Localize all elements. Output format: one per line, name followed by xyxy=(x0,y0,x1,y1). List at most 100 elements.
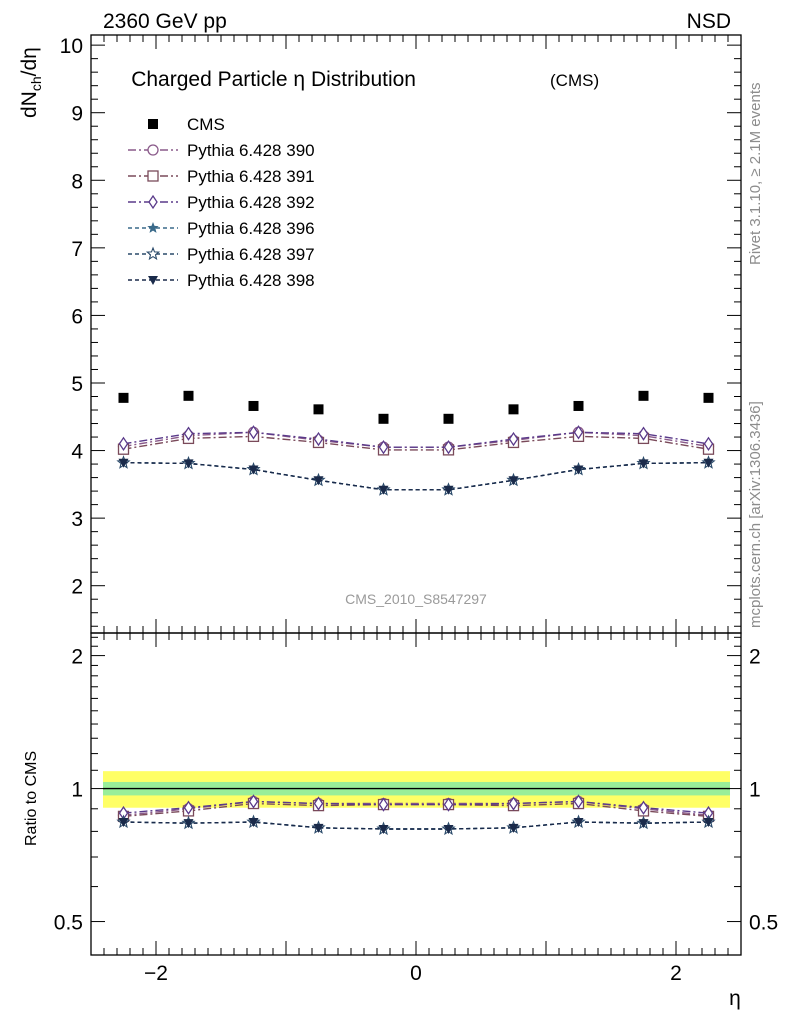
ratio-y-tick-label: 0.5 xyxy=(54,912,83,935)
y-tick-label: 3 xyxy=(71,508,83,531)
ratio-data-point xyxy=(508,823,519,833)
data-point xyxy=(183,390,194,401)
series-cms-data xyxy=(118,390,714,424)
series-pythia-397 xyxy=(116,455,716,496)
series-line xyxy=(123,462,709,491)
y-axis-label: dNch/dη xyxy=(18,47,44,118)
ratio-y-tick-label: 2 xyxy=(71,646,83,669)
chart-title-suffix: (CMS) xyxy=(550,71,599,90)
ratio-y-label: Ratio to CMS xyxy=(23,751,40,846)
chart-title: Charged Particle η Distribution xyxy=(131,68,416,91)
y-tick-label: 2 xyxy=(71,576,83,599)
data-point xyxy=(248,400,259,411)
data-point xyxy=(248,425,259,440)
ratio-data-point xyxy=(313,796,324,811)
data-point xyxy=(573,400,584,411)
y-axis-label-tail: /dη xyxy=(18,47,41,76)
legend-marker xyxy=(148,119,158,129)
x-tick-label: −2 xyxy=(144,962,168,985)
data-point xyxy=(378,413,389,424)
data-point xyxy=(313,404,324,415)
x-tick-label: 2 xyxy=(670,962,682,985)
data-point xyxy=(638,459,649,469)
y-tick-label: 6 xyxy=(71,305,83,328)
data-point xyxy=(508,476,519,486)
legend-label: Pythia 6.428 397 xyxy=(187,245,315,264)
ratio-series-pythia-398 xyxy=(118,818,714,834)
data-point xyxy=(508,404,519,415)
series-line xyxy=(123,435,709,451)
y-tick-label: 4 xyxy=(71,441,83,464)
ratio-data-point xyxy=(248,818,259,828)
data-point xyxy=(183,426,194,441)
header-right: NSD xyxy=(687,10,731,33)
legend: CMS Pythia 6.428 390 Pythia 6.428 391 Pythi… xyxy=(128,115,315,290)
legend-marker xyxy=(148,276,158,285)
ratio-series-line xyxy=(123,821,709,830)
ratio-data-point xyxy=(573,818,584,828)
ratio-y-tick-label-right: 0.5 xyxy=(749,912,778,935)
y-tick-label: 10 xyxy=(60,35,83,58)
ratio-frame xyxy=(90,632,742,956)
data-point xyxy=(703,392,714,403)
y-axis-label-main: dN xyxy=(18,91,41,118)
mcplots-label: mcplots.cern.ch [arXiv:1306.3436] xyxy=(747,401,764,628)
legend-marker xyxy=(147,144,159,156)
ratio-panel: 0.5 0.5 1 1 2 2 −2 0 2 xyxy=(54,633,778,985)
data-point xyxy=(183,459,194,469)
ratio-data-point xyxy=(313,823,324,833)
data-point xyxy=(703,436,714,451)
data-point xyxy=(573,425,584,440)
ratio-data-point xyxy=(703,818,714,828)
y-tick-label: 8 xyxy=(71,170,83,193)
ratio-y-tick-label-right: 2 xyxy=(749,646,761,669)
legend-label: Pythia 6.428 398 xyxy=(187,271,315,290)
data-point xyxy=(638,390,649,401)
ratio-data-point xyxy=(443,797,454,812)
data-point xyxy=(248,465,259,475)
y-tick-label: 5 xyxy=(71,373,83,396)
legend-label: Pythia 6.428 391 xyxy=(187,167,315,186)
data-point xyxy=(573,465,584,475)
ratio-series-pythia-397 xyxy=(116,814,716,836)
ratio-data-point xyxy=(638,819,649,829)
series-pythia-390 xyxy=(117,426,715,453)
data-point xyxy=(118,436,129,451)
main-panel: 2 3 4 5 6 7 8 9 10 xyxy=(60,35,742,633)
ratio-y-tick-label-right: 1 xyxy=(749,779,761,802)
x-axis-label: η xyxy=(729,987,741,1010)
legend-label: Pythia 6.428 390 xyxy=(187,141,315,160)
data-point xyxy=(313,476,324,486)
series-line xyxy=(123,431,709,448)
series-line xyxy=(123,431,709,448)
data-point xyxy=(443,440,454,455)
ratio-data-point xyxy=(508,796,519,811)
data-point xyxy=(508,431,519,447)
series-pythia-396 xyxy=(117,456,715,495)
ratio-data-point xyxy=(573,794,584,809)
data-point xyxy=(378,485,389,495)
ratio-data-point xyxy=(183,819,194,829)
header-left: 2360 GeV pp xyxy=(103,10,227,33)
legend-label: Pythia 6.428 392 xyxy=(187,193,315,212)
analysis-label: CMS_2010_S8547297 xyxy=(345,591,487,607)
ratio-data-point xyxy=(183,800,194,815)
ratio-data-point xyxy=(248,794,259,809)
legend-marker xyxy=(148,194,158,210)
data-point xyxy=(118,392,129,403)
ratio-series-pythia-392 xyxy=(118,794,714,821)
ratio-data-point xyxy=(118,818,129,828)
series-line xyxy=(123,462,709,491)
ratio-data-point xyxy=(443,824,454,834)
ratio-series-line xyxy=(123,800,709,814)
data-point xyxy=(443,485,454,495)
data-point xyxy=(638,426,649,441)
legend-label: CMS xyxy=(187,115,225,134)
data-point xyxy=(313,431,324,447)
data-point xyxy=(703,458,714,468)
data-point xyxy=(378,440,389,455)
ratio-data-point xyxy=(378,797,389,812)
x-tick-label: 0 xyxy=(410,962,422,985)
series-pythia-398 xyxy=(118,458,714,495)
legend-marker xyxy=(147,222,159,233)
